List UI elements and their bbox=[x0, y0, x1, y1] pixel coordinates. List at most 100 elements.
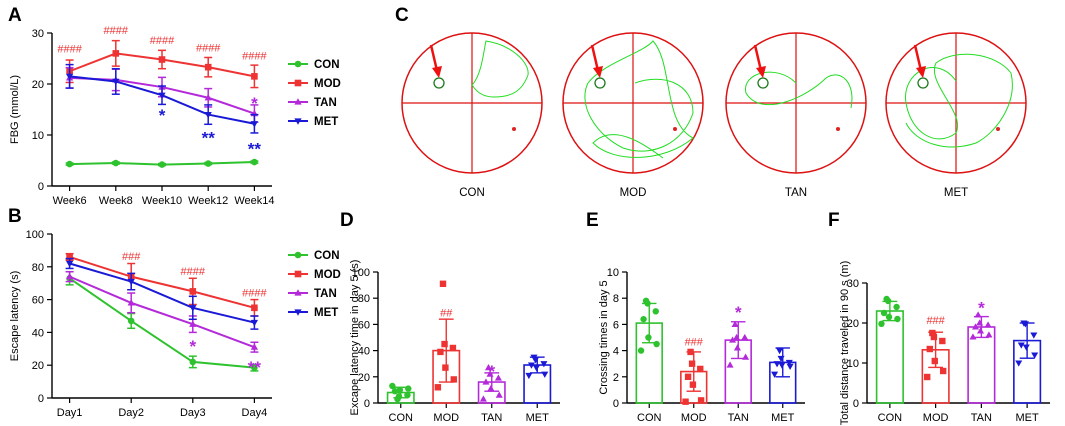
panel-label: E bbox=[586, 210, 599, 231]
data-point-met bbox=[65, 260, 74, 268]
scatter-point-met bbox=[776, 348, 784, 355]
scatter-point-tan bbox=[976, 319, 984, 326]
series-line-mod bbox=[69, 256, 255, 309]
maze-group-label: TAN bbox=[785, 187, 807, 199]
scatter-point-con bbox=[404, 391, 411, 399]
scatter-point-tan bbox=[985, 331, 993, 338]
x-tick-label: Week6 bbox=[53, 195, 87, 207]
x-tick-label: MOD bbox=[433, 412, 459, 424]
scatter-point-met bbox=[541, 371, 549, 378]
series-line-met bbox=[69, 262, 255, 324]
swim-path-track bbox=[471, 40, 529, 98]
y-tick-label: 0 bbox=[38, 393, 44, 405]
scatter-point-tan bbox=[479, 395, 487, 402]
scatter-point-mod bbox=[434, 384, 442, 391]
start-point bbox=[512, 127, 516, 131]
legend-marker bbox=[294, 251, 302, 259]
legend-marker bbox=[294, 60, 302, 68]
y-tick-label: 0 bbox=[364, 398, 370, 410]
scatter-point-mod bbox=[939, 337, 946, 345]
scatter-point-con bbox=[645, 334, 652, 341]
scatter-point-con bbox=[405, 385, 412, 392]
x-tick-label: Week12 bbox=[188, 195, 228, 207]
legend-marker bbox=[294, 270, 302, 278]
data-point-met bbox=[112, 78, 120, 86]
scatter-point-met bbox=[1015, 360, 1023, 367]
data-point-con bbox=[251, 364, 258, 371]
significance-label: #### bbox=[242, 51, 267, 63]
data-point-met bbox=[250, 121, 259, 128]
scatter-point-mod bbox=[926, 345, 933, 353]
maze-con: CON bbox=[401, 32, 543, 199]
scatter-point-tan bbox=[482, 378, 490, 385]
scatter-point-mod bbox=[931, 357, 938, 365]
y-tick-label: 10 bbox=[847, 358, 859, 370]
significance-label: ## bbox=[440, 308, 453, 320]
scatter-point-tan bbox=[969, 333, 977, 340]
data-point-mod bbox=[251, 304, 258, 312]
panel-label: F bbox=[828, 210, 840, 231]
scatter-point-con bbox=[885, 313, 893, 321]
panel-d-escape-latency-bars: D 0 20 40 60 80 100 CON MOD TAN MET Excape latency … bbox=[340, 210, 560, 424]
y-tick-label: 80 bbox=[358, 293, 370, 305]
y-axis-label: Excape latency time in day 5 (s) bbox=[349, 260, 361, 416]
legend-label-met: MET bbox=[314, 307, 338, 319]
arrow-head bbox=[756, 66, 766, 78]
x-tick-label: TAN bbox=[481, 412, 502, 424]
x-tick-label: CON bbox=[389, 412, 414, 424]
scatter-point-con bbox=[395, 393, 403, 400]
data-point-con bbox=[189, 358, 197, 366]
panel-e-crossing-times-bars: E 0 2 4 6 8 10 CON MOD TAN MET Crossing times in da… bbox=[586, 210, 805, 424]
scatter-point-mod bbox=[939, 367, 947, 375]
y-tick-label: 60 bbox=[358, 319, 370, 331]
y-tick-label: 100 bbox=[352, 267, 370, 279]
scatter-point-mod bbox=[687, 348, 694, 356]
scatter-point-met bbox=[540, 361, 548, 368]
swim-path-track bbox=[584, 40, 694, 159]
scatter-point-met bbox=[778, 362, 786, 369]
data-point-mod bbox=[189, 288, 197, 295]
scatter-point-tan bbox=[733, 333, 741, 341]
swim-path-track bbox=[905, 53, 1013, 148]
legend-marker bbox=[294, 79, 302, 87]
scatter-point-met bbox=[1031, 352, 1039, 359]
x-tick-label: MOD bbox=[681, 412, 707, 424]
y-tick-label: 40 bbox=[358, 346, 370, 358]
significance-label: * bbox=[735, 303, 742, 322]
scatter-point-con bbox=[893, 303, 900, 311]
panel-label: B bbox=[8, 206, 22, 227]
data-point-con bbox=[204, 160, 212, 167]
y-tick-label: 10 bbox=[607, 267, 619, 279]
data-point-met bbox=[65, 73, 74, 81]
y-tick-label: 6 bbox=[613, 319, 619, 331]
panel-label: C bbox=[395, 5, 409, 26]
legend-marker bbox=[294, 98, 302, 105]
x-tick-label: CON bbox=[878, 412, 903, 424]
data-point-con bbox=[66, 160, 73, 168]
data-point-met bbox=[250, 319, 259, 327]
x-tick-label: Week10 bbox=[142, 195, 182, 207]
data-point-met bbox=[127, 278, 135, 286]
scatter-point-con bbox=[396, 386, 404, 394]
significance-label: * bbox=[189, 337, 196, 356]
y-axis-label: FBG (mmol/L) bbox=[9, 75, 21, 144]
scatter-point-tan bbox=[984, 321, 992, 328]
arrow-head bbox=[593, 66, 603, 78]
hidden-platform bbox=[917, 77, 929, 89]
panel-label: A bbox=[8, 5, 22, 26]
data-point-mod bbox=[158, 56, 166, 63]
significance-label: #### bbox=[181, 266, 206, 278]
scatter-point-tan bbox=[495, 391, 503, 398]
start-point bbox=[836, 127, 840, 131]
scatter-point-tan bbox=[726, 361, 734, 368]
scatter-point-met bbox=[1021, 321, 1029, 328]
scatter-point-mod bbox=[697, 365, 704, 373]
y-tick-label: 30 bbox=[32, 28, 44, 40]
y-tick-label: 60 bbox=[32, 295, 44, 307]
scatter-point-tan bbox=[731, 320, 739, 327]
significance-label: #### bbox=[150, 35, 175, 47]
scatter-point-mod bbox=[682, 398, 689, 405]
scatter-point-met bbox=[532, 365, 540, 372]
y-tick-label: 20 bbox=[847, 318, 859, 330]
data-point-tan bbox=[250, 343, 259, 350]
